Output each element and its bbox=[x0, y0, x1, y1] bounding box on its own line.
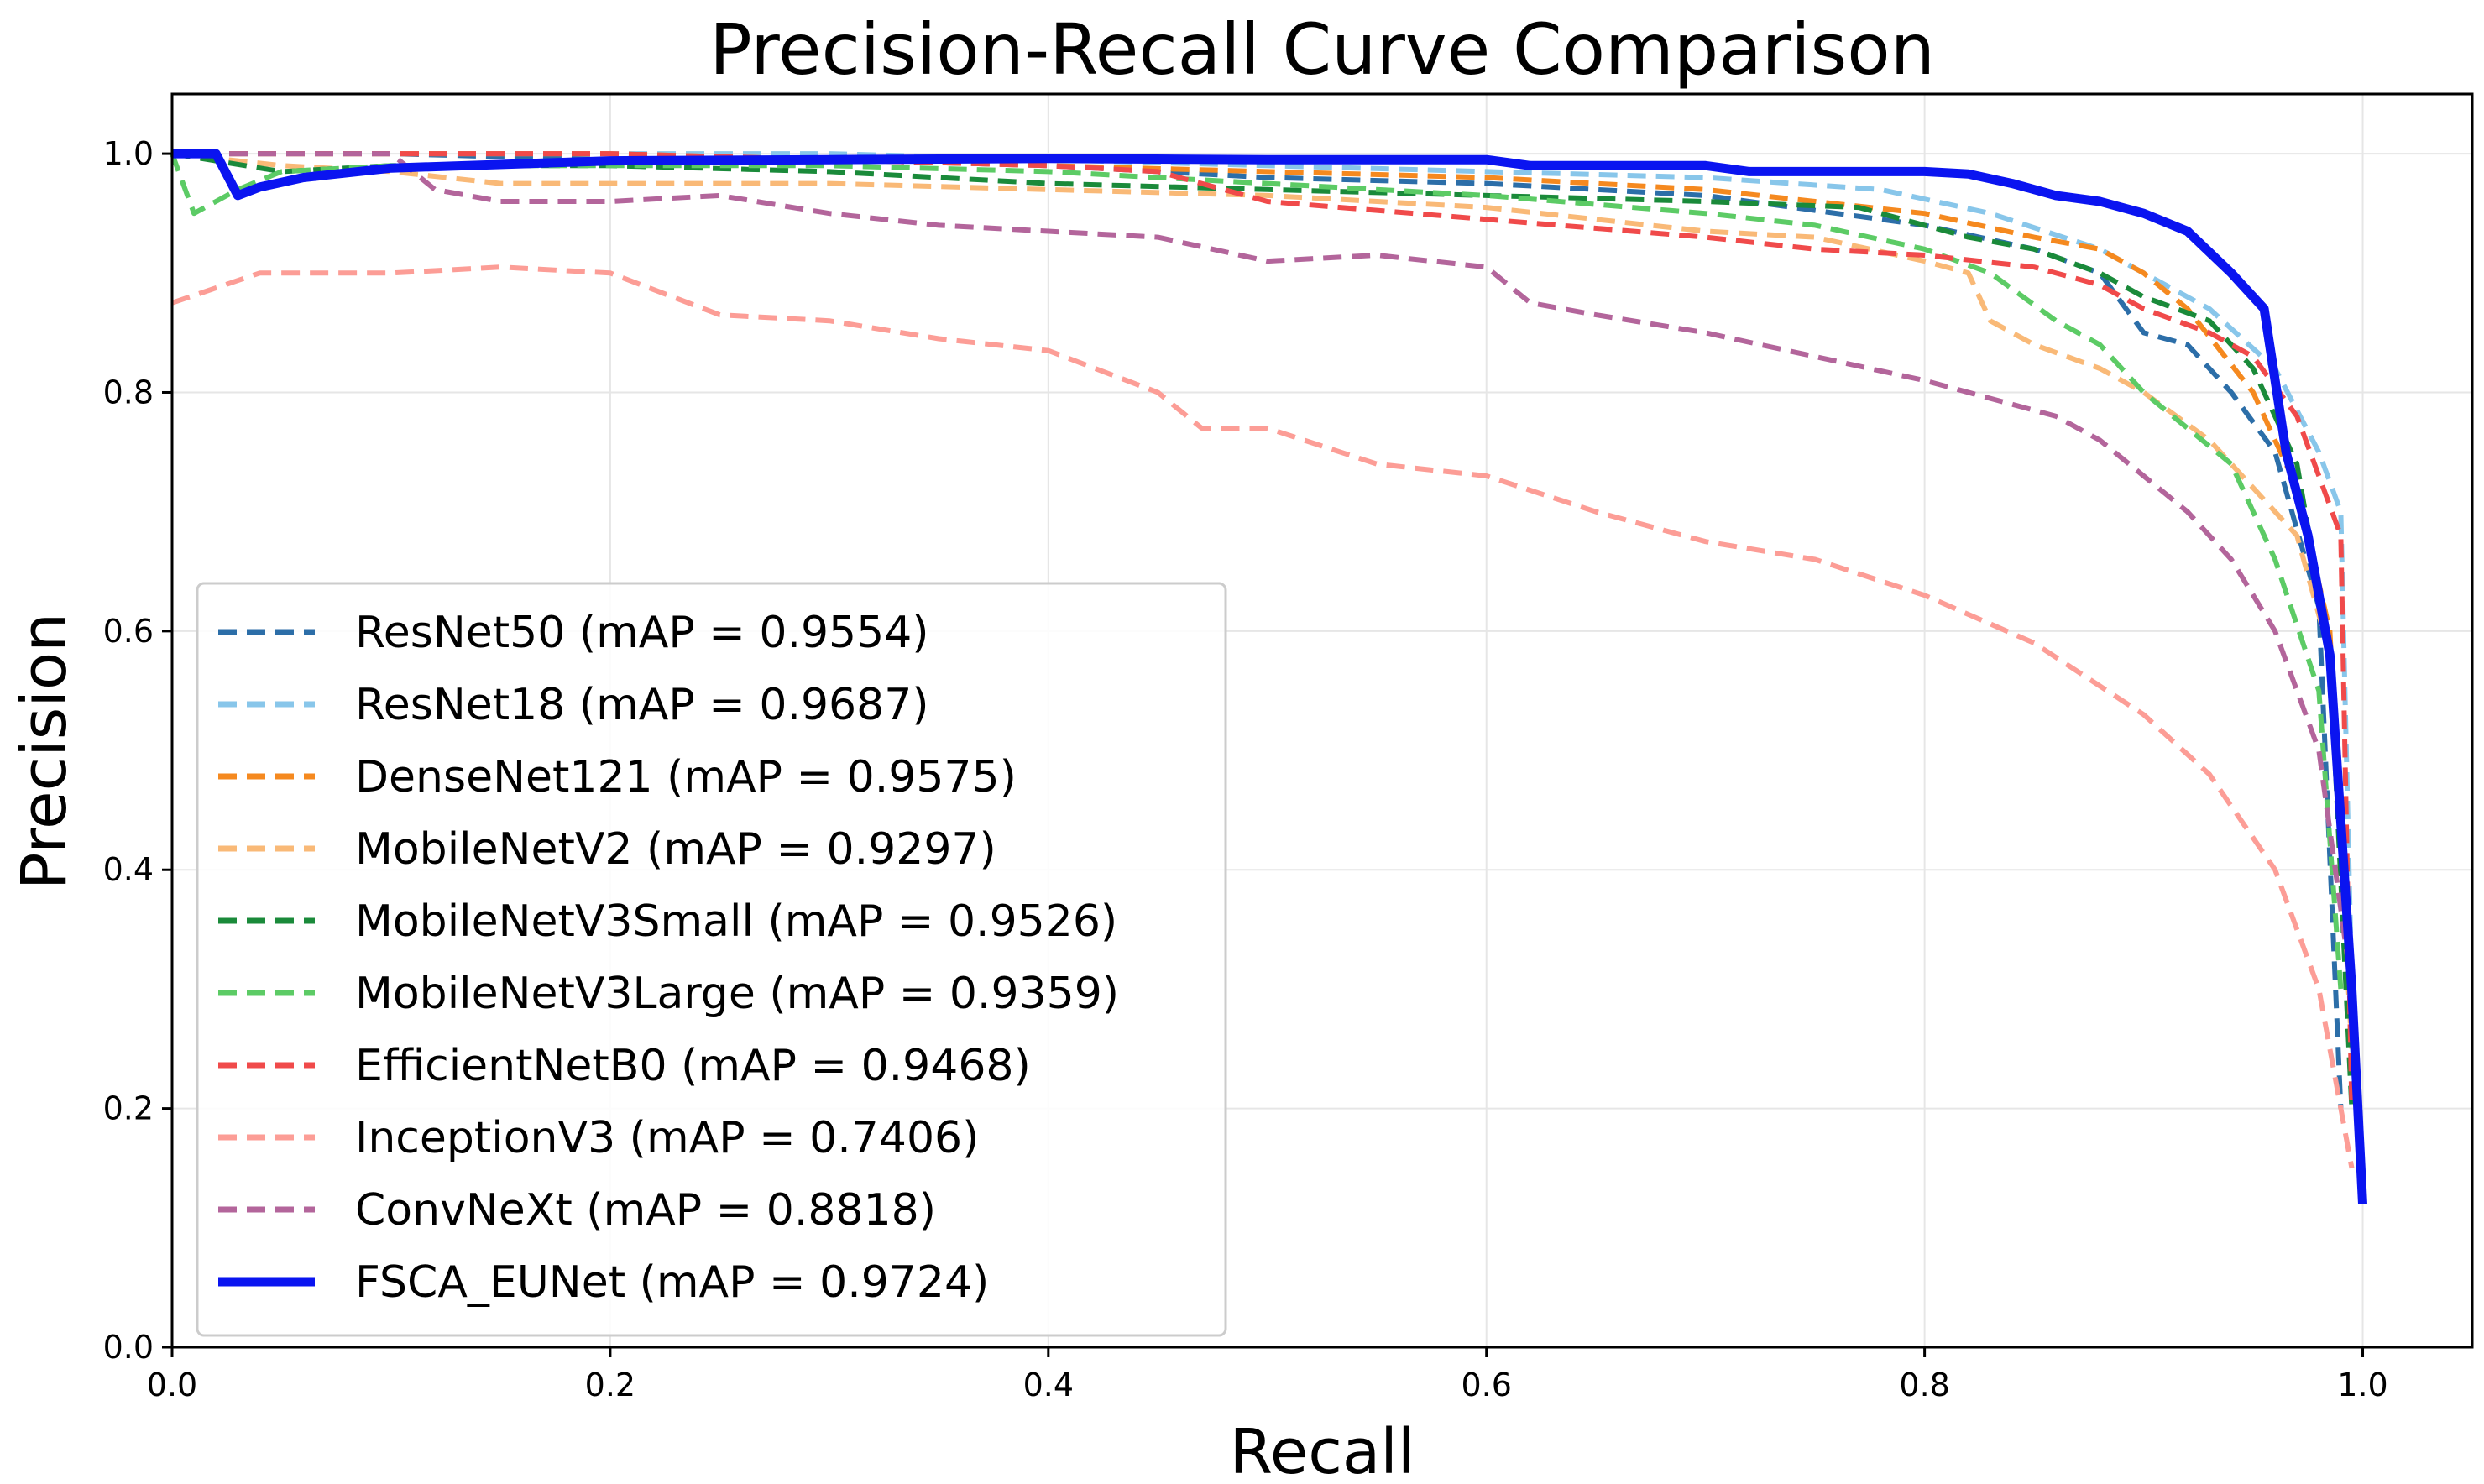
x-tick-label: 0.2 bbox=[585, 1366, 635, 1403]
legend-label: ConvNeXt (mAP = 0.8818) bbox=[355, 1185, 936, 1236]
x-axis-title: Recall bbox=[1230, 1416, 1415, 1484]
x-tick-label: 0.6 bbox=[1461, 1366, 1511, 1403]
legend-label: MobileNetV3Small (mAP = 0.9526) bbox=[355, 896, 1117, 947]
legend-label: ResNet18 (mAP = 0.9687) bbox=[355, 680, 929, 730]
legend: ResNet50 (mAP = 0.9554) ResNet18 (mAP = 0… bbox=[196, 582, 1227, 1337]
legend-label: ResNet50 (mAP = 0.9554) bbox=[355, 608, 929, 658]
series-line-5 bbox=[170, 153, 2344, 990]
legend-label: DenseNet121 (mAP = 0.9575) bbox=[355, 752, 1017, 802]
series-lines bbox=[170, 149, 2367, 1204]
legend-box bbox=[196, 582, 1227, 1337]
series-line-1 bbox=[172, 151, 2355, 990]
y-tick-label: 0.8 bbox=[103, 374, 154, 410]
y-tick-label: 0.0 bbox=[103, 1329, 154, 1366]
legend-label: InceptionV3 (mAP = 0.7406) bbox=[355, 1113, 979, 1163]
legend-label: FSCA_EUNet (mAP = 0.9724) bbox=[355, 1257, 989, 1308]
chart-title: Precision-Recall Curve Comparison bbox=[709, 8, 1935, 91]
axis-ticks: 0.0 0.2 0.4 0.6 0.8 1.0 0.0 0.2 0.4 0.6 0.8 1.0 bbox=[103, 135, 2388, 1403]
x-tick-label: 0.8 bbox=[1899, 1366, 1949, 1403]
y-tick-label: 0.4 bbox=[103, 851, 154, 888]
y-axis-title: Precision bbox=[8, 613, 81, 890]
plot-frame bbox=[170, 92, 2474, 1349]
y-tick-label: 0.2 bbox=[103, 1090, 154, 1127]
x-tick-label: 0.0 bbox=[147, 1366, 197, 1403]
y-tick-label: 0.6 bbox=[103, 613, 154, 650]
series-line-7 bbox=[171, 264, 2355, 1169]
x-tick-label: 1.0 bbox=[2337, 1366, 2387, 1403]
series-line-3 bbox=[171, 151, 2355, 1049]
x-tick-label: 0.4 bbox=[1023, 1366, 1074, 1403]
series-line-8 bbox=[172, 151, 2355, 990]
legend-label: MobileNetV2 (mAP = 0.9297) bbox=[355, 824, 996, 875]
legend-label: MobileNetV3Large (mAP = 0.9359) bbox=[355, 969, 1119, 1019]
y-tick-label: 1.0 bbox=[103, 135, 154, 172]
series-line-0 bbox=[172, 151, 2344, 1109]
series-line-9 bbox=[172, 149, 2367, 1204]
legend-label: EfficientNetB0 (mAP = 0.9468) bbox=[355, 1041, 1031, 1091]
